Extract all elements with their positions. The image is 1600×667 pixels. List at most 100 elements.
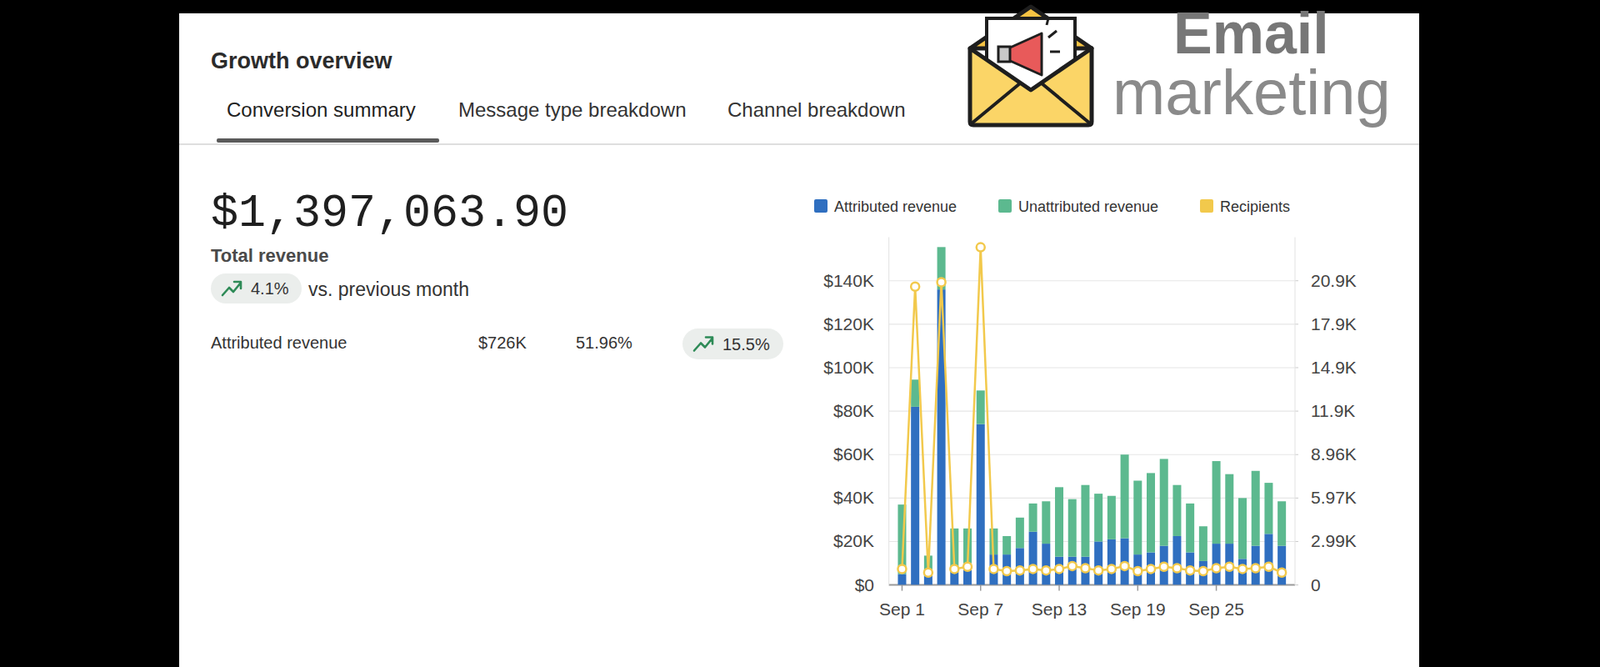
bar	[1094, 493, 1103, 541]
bar	[1041, 500, 1050, 544]
line-marker	[937, 278, 946, 287]
bar	[1199, 560, 1208, 585]
line-marker	[1264, 562, 1273, 571]
bar	[1029, 531, 1038, 585]
bar	[1120, 538, 1130, 585]
x-tick	[1058, 585, 1060, 591]
page: Growth overviewConversion summaryMessage…	[0, 0, 1600, 667]
bar	[1146, 552, 1155, 585]
line	[901, 247, 1282, 573]
line-marker	[1160, 562, 1169, 571]
line-marker	[1041, 565, 1050, 575]
bar	[1172, 535, 1181, 585]
bar	[1225, 543, 1234, 585]
bar	[1277, 500, 1286, 545]
line-marker	[963, 562, 972, 571]
grid-line	[889, 540, 1295, 542]
bar	[910, 406, 920, 585]
grid-line	[889, 323, 1295, 325]
line-marker	[1238, 564, 1247, 573]
tab[interactable]: Message type breakdown	[458, 98, 687, 121]
bar	[1068, 556, 1077, 585]
grid-line	[889, 366, 1295, 368]
line-marker	[1029, 564, 1038, 573]
y2-tick-label: 5.97K	[1310, 487, 1357, 507]
bar	[1251, 470, 1260, 546]
chart: Attributed revenueUnattributed revenueRe…	[814, 198, 1357, 619]
grid-line	[889, 280, 1295, 281]
envelope-body	[970, 48, 1092, 125]
line-marker	[1277, 568, 1286, 577]
envelope-fold	[971, 83, 1090, 124]
bar	[1002, 554, 1011, 585]
tab[interactable]: Channel breakdown	[727, 98, 905, 121]
y-tick-label: $0	[855, 575, 875, 595]
y2-tick-label: 20.9K	[1310, 270, 1357, 290]
bar	[897, 574, 906, 585]
line-marker	[1172, 564, 1181, 573]
grid-line	[889, 584, 1295, 586]
line-marker	[1212, 564, 1221, 573]
bar	[1107, 495, 1116, 540]
line-marker	[1120, 561, 1130, 570]
x-tick-label: Sep 25	[1188, 599, 1245, 619]
y-tick-label: $20K	[833, 530, 875, 550]
line-marker	[950, 564, 959, 573]
megaphone-ray	[1046, 18, 1049, 25]
y-tick-label: $80K	[833, 400, 875, 420]
row-value: $726K	[478, 333, 527, 352]
bar	[1080, 556, 1090, 585]
line-marker	[1055, 564, 1064, 573]
plot-data	[897, 243, 1286, 585]
bar	[1080, 485, 1090, 557]
y2-tick-label: 8.96K	[1310, 444, 1357, 464]
line-marker	[1199, 566, 1208, 575]
tab[interactable]: Conversion summary	[226, 98, 416, 121]
bar	[1055, 486, 1064, 556]
bar	[1172, 485, 1181, 536]
bar	[1133, 554, 1142, 585]
bar	[1120, 454, 1130, 538]
logo-text: marketing	[1112, 56, 1391, 128]
bar	[1068, 499, 1077, 557]
trend-arrow	[222, 281, 241, 295]
line-marker	[1251, 564, 1260, 573]
card	[179, 13, 1420, 667]
line-marker	[989, 564, 998, 573]
megaphone-ray	[1050, 50, 1060, 54]
badge	[682, 328, 784, 360]
bar	[1212, 543, 1221, 585]
y-tick-label: $60K	[833, 444, 875, 464]
bar	[1160, 458, 1169, 545]
bar	[1015, 517, 1025, 548]
legend-swatch	[1200, 199, 1214, 213]
row-share: 51.96%	[575, 333, 633, 352]
grid-line	[889, 410, 1295, 412]
bar	[1185, 552, 1195, 585]
bar	[1238, 497, 1247, 559]
legend-label: Unattributed revenue	[1018, 198, 1159, 215]
bar	[1199, 525, 1208, 561]
bar	[1238, 558, 1247, 585]
bar	[1029, 503, 1038, 532]
bar	[1094, 540, 1103, 585]
bar	[910, 379, 920, 407]
bar	[1146, 472, 1155, 552]
bar	[976, 390, 985, 424]
megaphone-handle	[998, 46, 1010, 62]
row-label: Attributed revenue	[210, 333, 347, 352]
line-marker	[1146, 564, 1155, 573]
bar	[1264, 482, 1273, 534]
line-marker	[1080, 564, 1090, 573]
badge-text: 4.1%	[250, 279, 290, 298]
bar	[1277, 545, 1286, 585]
line-marker	[1225, 562, 1234, 571]
bar	[1225, 474, 1234, 544]
line-marker	[1015, 565, 1025, 575]
line-marker	[1107, 564, 1116, 573]
divider	[179, 143, 1420, 145]
line-marker	[976, 243, 985, 252]
bar	[937, 246, 946, 290]
x-tick-label: Sep 13	[1031, 599, 1088, 619]
x-tick	[980, 585, 982, 591]
